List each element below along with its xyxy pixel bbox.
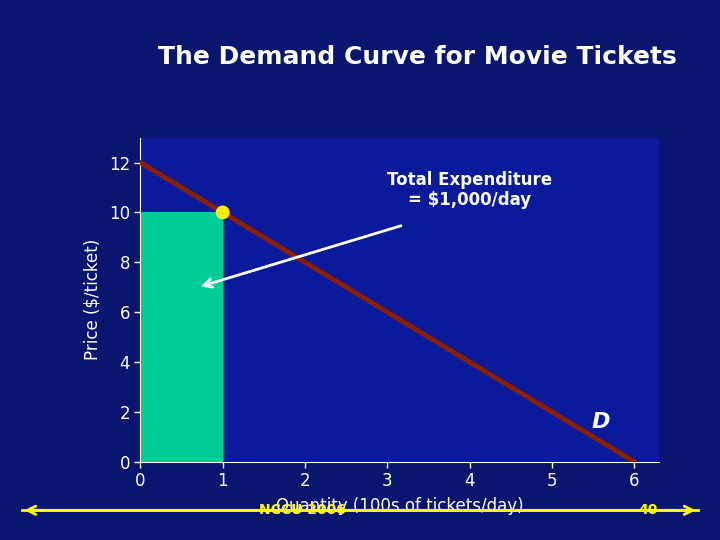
Text: NCCU 2006: NCCU 2006 <box>259 503 346 517</box>
Bar <box>140 212 222 462</box>
Text: The Demand Curve for Movie Tickets: The Demand Curve for Movie Tickets <box>158 45 677 69</box>
Text: 40: 40 <box>639 503 657 517</box>
Text: = $1,000/day: = $1,000/day <box>408 191 531 209</box>
Text: Total Expenditure: Total Expenditure <box>387 171 552 189</box>
Y-axis label: Price ($/ticket): Price ($/ticket) <box>84 239 102 360</box>
X-axis label: Quantity (100s of tickets/day): Quantity (100s of tickets/day) <box>276 497 523 515</box>
Point <box>217 208 228 217</box>
Text: D: D <box>592 412 611 432</box>
